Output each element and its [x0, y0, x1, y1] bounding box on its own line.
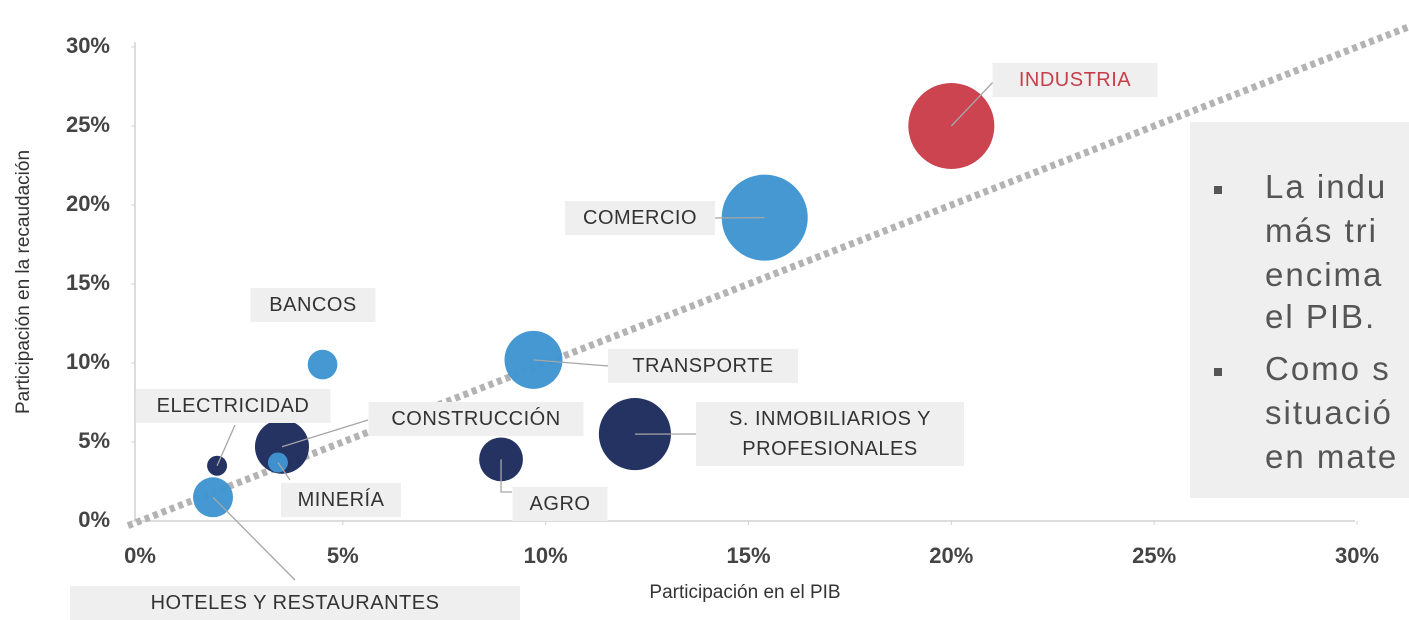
- point-label: MINERÍA: [281, 483, 401, 517]
- callout-line: [277, 462, 291, 481]
- point-label: S. INMOBILIARIOS Y PROFESIONALES: [696, 402, 964, 466]
- y-tick-label: 25%: [66, 112, 110, 137]
- y-tick-label: 20%: [66, 191, 110, 216]
- x-tick-label: 10%: [524, 543, 568, 568]
- x-tick-label: 20%: [929, 543, 973, 568]
- x-tick-label: 30%: [1335, 543, 1379, 568]
- callout-line: [281, 419, 369, 448]
- callout-line: [950, 79, 996, 127]
- bubble: [307, 349, 338, 380]
- y-tick-label: 0%: [78, 507, 110, 532]
- note-text: encima: [1265, 256, 1384, 293]
- bullet-marker: [1214, 186, 1222, 194]
- bullet-marker: [1214, 368, 1222, 376]
- x-tick-label: 0%: [124, 543, 156, 568]
- point-label: AGRO: [512, 487, 608, 521]
- point-label: TRANSPORTE: [608, 349, 798, 383]
- note-text: más tri: [1265, 212, 1378, 249]
- x-axis-label: Participación en el PIB: [649, 582, 840, 603]
- point-label: ELECTRICIDAD: [135, 389, 331, 423]
- point-label: INDUSTRIA: [992, 63, 1158, 97]
- y-tick-label: 15%: [66, 270, 110, 295]
- y-tick-label: 5%: [78, 428, 110, 453]
- callout-line: [533, 359, 609, 367]
- note-text: La indu: [1265, 168, 1388, 205]
- point-label: COMERCIO: [565, 201, 715, 235]
- y-tick-label: 30%: [66, 33, 110, 58]
- point-label: HOTELES Y RESTAURANTES: [70, 586, 520, 620]
- bubble: [908, 82, 995, 170]
- point-label: CONSTRUCCIÓN: [368, 402, 584, 436]
- x-tick-label: 5%: [327, 543, 359, 568]
- note-text: Como s: [1265, 350, 1391, 387]
- note-box: La indu más tri encima el PIB. Como s situaci…: [1190, 122, 1409, 498]
- callout-line: [216, 424, 236, 466]
- note-text: el PIB.: [1265, 298, 1377, 335]
- x-tick-label: 15%: [726, 543, 770, 568]
- reference-line: [126, 23, 1409, 529]
- callout-line: [500, 459, 512, 493]
- point-label: BANCOS: [250, 288, 376, 322]
- y-tick-label: 10%: [66, 349, 110, 374]
- y-axis-label: Participación en la recaudación: [13, 150, 34, 414]
- x-tick-label: 25%: [1132, 543, 1176, 568]
- callout-line: [212, 496, 296, 581]
- bubble: [721, 174, 808, 261]
- note-text: en mate: [1265, 438, 1399, 475]
- note-text: situació: [1265, 394, 1393, 431]
